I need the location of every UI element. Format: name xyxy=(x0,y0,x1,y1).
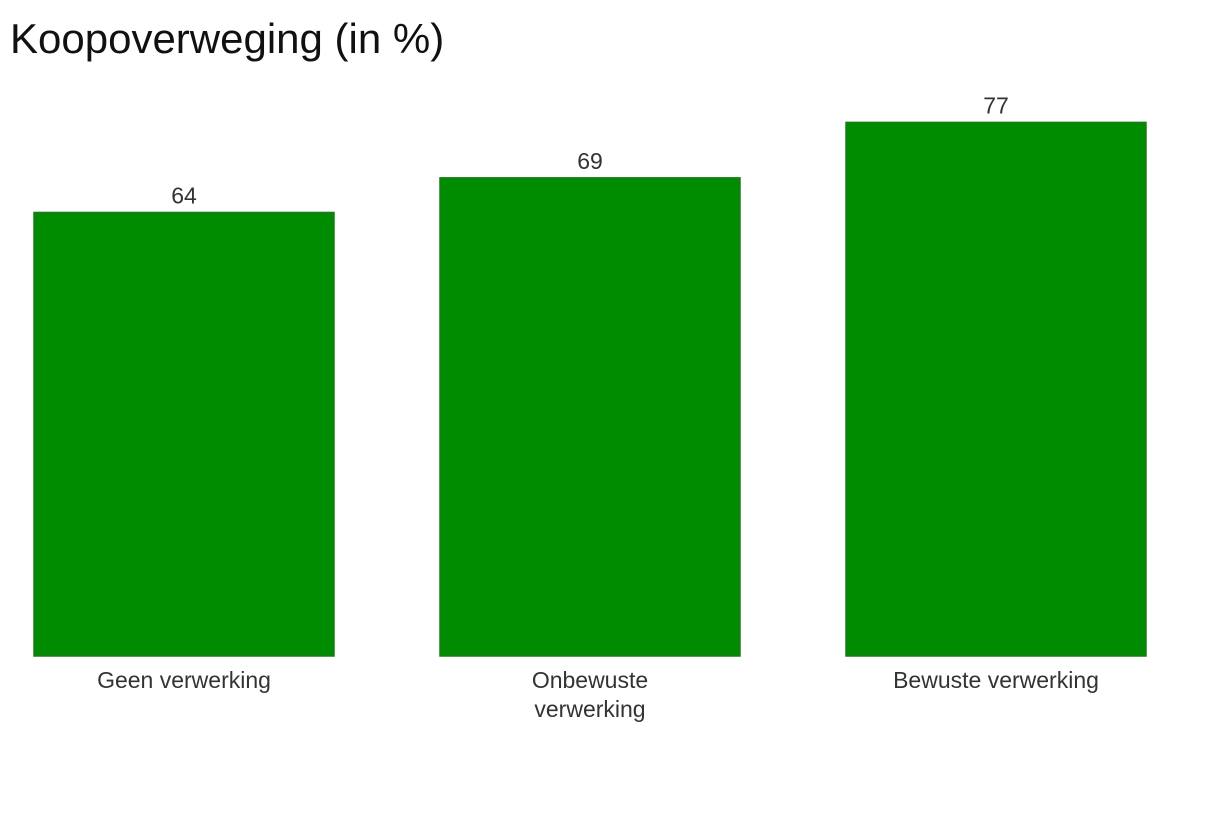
value-label-3: 77 xyxy=(983,92,1009,118)
category-label-line: Bewuste verwerking xyxy=(893,667,1099,693)
category-label-2: Onbewuste verwerking xyxy=(532,667,648,722)
value-labels-layer: 64 69 77 xyxy=(171,92,1009,208)
category-label-line: Onbewuste xyxy=(532,667,648,693)
bars-layer xyxy=(33,121,1147,657)
chart-title: Koopoverweging (in %) xyxy=(10,15,445,62)
bar-2 xyxy=(439,177,741,657)
category-label-line: Geen verwerking xyxy=(97,667,271,693)
category-labels-layer: Geen verwerking Onbewuste verwerking Bewust… xyxy=(97,667,1099,722)
bar-3 xyxy=(845,121,1147,657)
bar-1 xyxy=(33,211,335,657)
value-label-1: 64 xyxy=(171,182,197,208)
category-label-1: Geen verwerking xyxy=(97,667,271,693)
category-label-line: verwerking xyxy=(534,696,645,722)
category-label-3: Bewuste verwerking xyxy=(893,667,1099,693)
value-label-2: 69 xyxy=(577,148,603,174)
